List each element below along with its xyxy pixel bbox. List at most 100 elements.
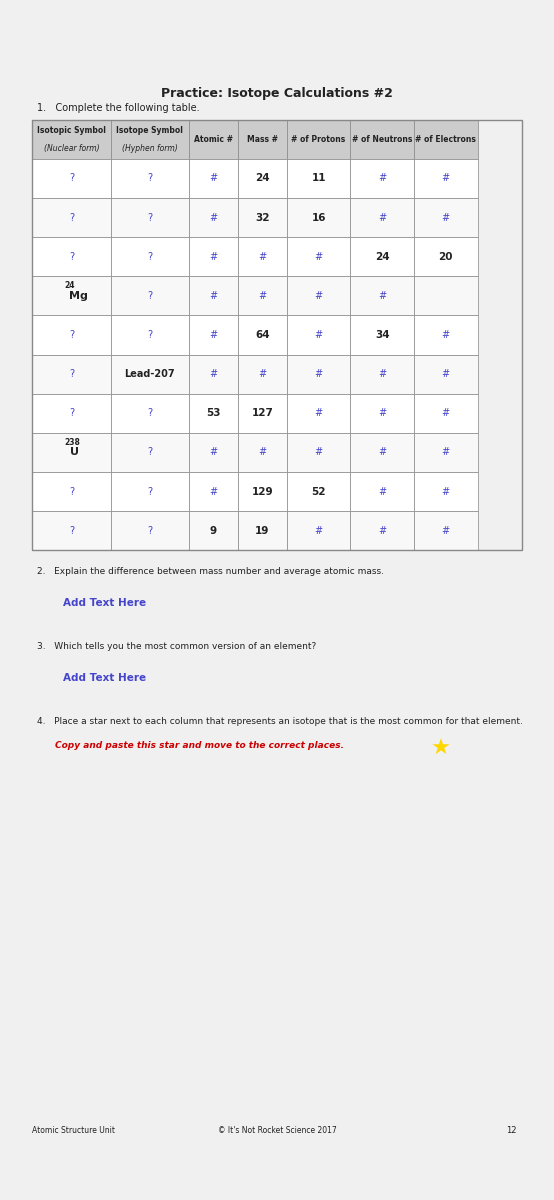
Polygon shape [32, 355, 111, 394]
Polygon shape [350, 472, 414, 511]
Polygon shape [32, 316, 111, 355]
Text: #: # [315, 408, 322, 419]
Text: ?: ? [147, 487, 152, 497]
Polygon shape [238, 511, 287, 551]
Text: 129: 129 [252, 487, 273, 497]
Polygon shape [238, 316, 287, 355]
Text: Add Text Here: Add Text Here [63, 598, 146, 607]
Text: #: # [378, 526, 386, 535]
Text: ?: ? [147, 526, 152, 535]
Text: Isotopic Symbol: Isotopic Symbol [37, 126, 106, 134]
Polygon shape [111, 355, 189, 394]
Text: #: # [378, 408, 386, 419]
Text: #: # [209, 370, 218, 379]
Polygon shape [350, 158, 414, 198]
Polygon shape [287, 198, 350, 238]
Text: #: # [315, 330, 322, 340]
Text: ?: ? [69, 487, 74, 497]
Text: Isotope Symbol: Isotope Symbol [116, 126, 183, 134]
Text: Atomic #: Atomic # [194, 134, 233, 144]
Text: ?: ? [147, 408, 152, 419]
Text: ?: ? [147, 174, 152, 184]
Text: #: # [258, 448, 266, 457]
Text: Atomic Structure Unit: Atomic Structure Unit [32, 1127, 115, 1135]
Polygon shape [189, 394, 238, 433]
Text: 16: 16 [311, 212, 326, 223]
Polygon shape [287, 472, 350, 511]
Polygon shape [189, 238, 238, 276]
Text: #: # [209, 252, 218, 262]
Polygon shape [111, 120, 189, 158]
Polygon shape [111, 394, 189, 433]
Text: Add Text Here: Add Text Here [63, 673, 146, 683]
Text: ?: ? [69, 526, 74, 535]
Text: #: # [378, 370, 386, 379]
Text: 53: 53 [206, 408, 220, 419]
Polygon shape [414, 511, 478, 551]
Polygon shape [111, 316, 189, 355]
Text: #: # [442, 174, 450, 184]
Text: #: # [442, 370, 450, 379]
Text: Practice: Isotope Calculations #2: Practice: Isotope Calculations #2 [161, 86, 393, 100]
Polygon shape [350, 394, 414, 433]
Polygon shape [238, 158, 287, 198]
Text: ?: ? [147, 212, 152, 223]
Text: 32: 32 [255, 212, 270, 223]
Text: 52: 52 [311, 487, 326, 497]
Polygon shape [111, 433, 189, 472]
Polygon shape [414, 276, 478, 316]
Text: #: # [315, 448, 322, 457]
Polygon shape [414, 120, 478, 158]
Polygon shape [111, 198, 189, 238]
Text: 2.   Explain the difference between mass number and average atomic mass.: 2. Explain the difference between mass n… [38, 566, 384, 576]
Polygon shape [111, 238, 189, 276]
Text: 9: 9 [210, 526, 217, 535]
Text: 238: 238 [65, 438, 81, 448]
Text: #: # [378, 290, 386, 301]
Polygon shape [350, 511, 414, 551]
Text: #: # [258, 370, 266, 379]
Text: Copy and paste this star and move to the correct places.: Copy and paste this star and move to the… [55, 742, 344, 750]
Text: 34: 34 [375, 330, 389, 340]
Text: #: # [209, 448, 218, 457]
Polygon shape [32, 276, 111, 316]
Text: #: # [442, 330, 450, 340]
Text: # of Protons: # of Protons [291, 134, 346, 144]
Polygon shape [287, 394, 350, 433]
Text: #: # [442, 408, 450, 419]
Text: #: # [209, 212, 218, 223]
Text: #: # [378, 212, 386, 223]
Text: #: # [315, 290, 322, 301]
Polygon shape [287, 158, 350, 198]
Polygon shape [32, 433, 111, 472]
Polygon shape [189, 355, 238, 394]
Text: 4.   Place a star next to each column that represents an isotope that is the mos: 4. Place a star next to each column that… [38, 718, 524, 726]
Polygon shape [238, 276, 287, 316]
Polygon shape [189, 316, 238, 355]
Polygon shape [414, 433, 478, 472]
Text: Mass #: Mass # [247, 134, 278, 144]
Text: #: # [258, 290, 266, 301]
Polygon shape [238, 238, 287, 276]
Text: 1.   Complete the following table.: 1. Complete the following table. [38, 103, 200, 113]
Polygon shape [189, 276, 238, 316]
Polygon shape [238, 355, 287, 394]
Text: #: # [378, 448, 386, 457]
Polygon shape [350, 238, 414, 276]
Text: ?: ? [69, 408, 74, 419]
Text: #: # [442, 487, 450, 497]
Text: ★: ★ [430, 739, 450, 760]
Text: # of Electrons: # of Electrons [416, 134, 476, 144]
Text: ?: ? [69, 370, 74, 379]
Text: #: # [315, 526, 322, 535]
Text: 64: 64 [255, 330, 270, 340]
Polygon shape [238, 120, 287, 158]
Polygon shape [238, 394, 287, 433]
Text: 24: 24 [65, 282, 75, 290]
Polygon shape [32, 511, 111, 551]
Text: 19: 19 [255, 526, 269, 535]
Polygon shape [189, 433, 238, 472]
Polygon shape [414, 198, 478, 238]
Text: #: # [442, 448, 450, 457]
Text: (Nuclear form): (Nuclear form) [44, 144, 99, 152]
